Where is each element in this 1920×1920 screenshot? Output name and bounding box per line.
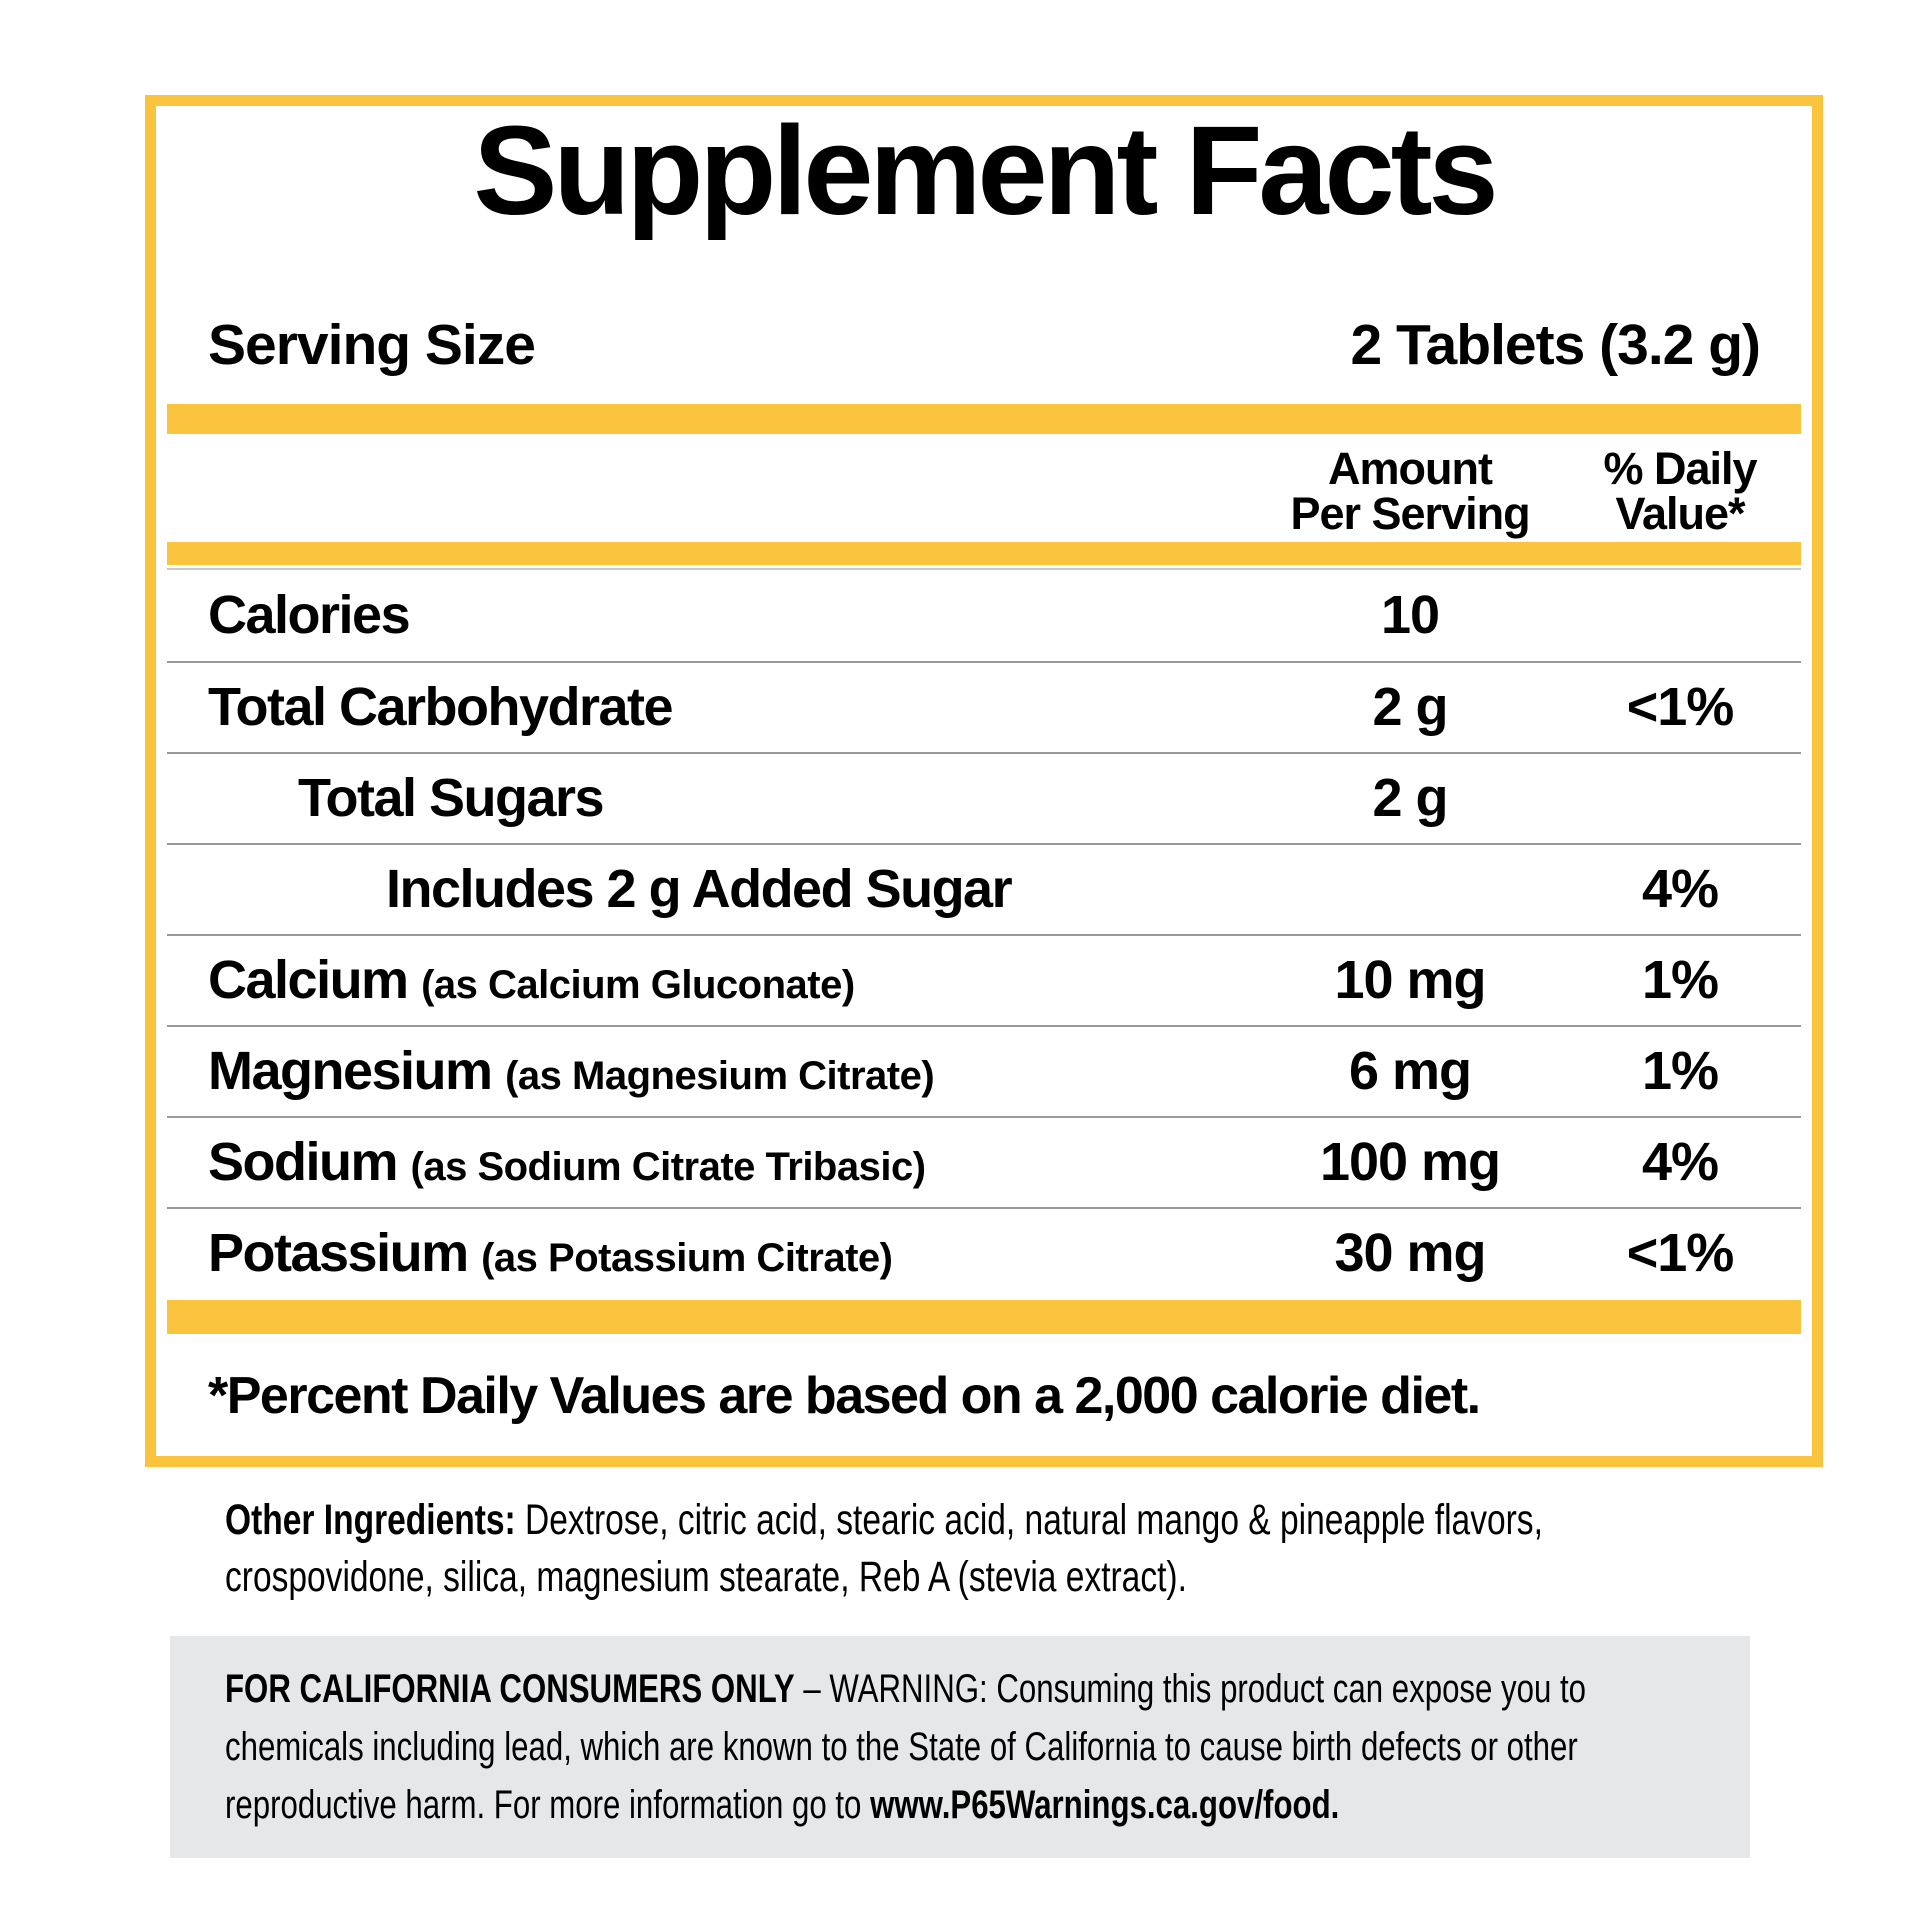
other-ingredients: Other Ingredients: Dextrose, citric acid…	[225, 1492, 1746, 1606]
nutrient-amount: 6 mg	[1348, 1041, 1472, 1102]
nutrient-name-main: Potassium	[208, 1223, 469, 1284]
other-ingredients-text: Dextrose, citric acid, stearic acid, nat…	[225, 1496, 1543, 1602]
nutrient-name: Total Sugars	[208, 767, 1220, 829]
nutrient-amount: 2 g	[1372, 768, 1448, 829]
daily-value-footnote: *Percent Daily Values are based on a 2,0…	[208, 1366, 1481, 1425]
nutrient-daily-value: 4%	[1641, 1132, 1719, 1193]
california-warning-url: www.P65Warnings.ca.gov/food.	[870, 1783, 1340, 1827]
nutrient-daily-value: 1%	[1641, 950, 1719, 1011]
nutrient-name: Magnesium (as Magnesium Citrate)	[208, 1040, 1220, 1102]
amount-header-line2: Per Serving	[1290, 487, 1530, 539]
other-ingredients-label: Other Ingredients:	[225, 1496, 516, 1544]
serving-size-row: Serving Size 2 Tablets (3.2 g)	[208, 312, 1761, 378]
nutrient-rows: Calories 10 Total Carbohydrate 2 g <1% T…	[167, 570, 1801, 1298]
nutrient-row-calories: Calories 10	[167, 570, 1801, 661]
divider-hairline	[167, 567, 1801, 570]
nutrient-name: Calories	[208, 584, 1220, 646]
nutrient-amount: 30 mg	[1334, 1223, 1486, 1284]
nutrient-name: Potassium (as Potassium Citrate)	[208, 1222, 1220, 1284]
dv-header-line2: Value*	[1615, 487, 1745, 539]
supplement-facts-panel: Supplement Facts Serving Size 2 Tablets …	[145, 95, 1823, 1467]
nutrient-amount: 2 g	[1372, 677, 1448, 738]
california-warning-heading: FOR CALIFORNIA CONSUMERS ONLY	[225, 1667, 795, 1711]
nutrient-name: Total Carbohydrate	[208, 676, 1220, 738]
column-header-row: Amount Per Serving % Daily Value*	[208, 446, 1760, 536]
nutrient-row-total-carbohydrate: Total Carbohydrate 2 g <1%	[167, 660, 1801, 752]
nutrient-daily-value: 4%	[1641, 859, 1719, 920]
column-header-spacer	[208, 446, 1220, 536]
divider-bar-top	[167, 403, 1801, 434]
nutrient-name-main: Includes 2 g Added Sugar	[386, 859, 1013, 920]
nutrient-name-detail: (as Calcium Gluconate)	[421, 963, 855, 1008]
nutrient-row-total-sugars: Total Sugars 2 g	[167, 751, 1801, 843]
percent-daily-value-header: % Daily Value*	[1600, 446, 1760, 536]
divider-bar-bottom	[167, 1299, 1801, 1334]
nutrient-row-calcium: Calcium (as Calcium Gluconate) 10 mg 1%	[167, 933, 1801, 1025]
nutrient-row-potassium: Potassium (as Potassium Citrate) 30 mg <…	[167, 1206, 1801, 1298]
nutrient-name-main: Calories	[208, 585, 411, 646]
nutrient-daily-value: <1%	[1626, 1223, 1735, 1284]
nutrient-row-magnesium: Magnesium (as Magnesium Citrate) 6 mg 1%	[167, 1024, 1801, 1116]
nutrient-daily-value: <1%	[1626, 677, 1735, 738]
nutrient-amount: 10	[1380, 585, 1440, 646]
california-warning-text: FOR CALIFORNIA CONSUMERS ONLY – WARNING:…	[225, 1660, 1695, 1834]
nutrient-name-main: Magnesium	[208, 1041, 493, 1102]
divider-bar-header	[167, 541, 1801, 565]
nutrient-name-detail: (as Magnesium Citrate)	[505, 1054, 935, 1099]
amount-header-line1: Amount	[1328, 442, 1493, 494]
nutrient-name-detail: (as Potassium Citrate)	[481, 1236, 893, 1281]
panel-title: Supplement Facts	[473, 100, 1498, 241]
california-warning-body: – WARNING: Consuming this product can ex…	[225, 1667, 1587, 1827]
california-warning-box: FOR CALIFORNIA CONSUMERS ONLY – WARNING:…	[170, 1636, 1750, 1858]
nutrient-daily-value: 1%	[1641, 1041, 1719, 1102]
nutrient-name-detail: (as Sodium Citrate Tribasic)	[410, 1145, 927, 1190]
nutrient-row-sodium: Sodium (as Sodium Citrate Tribasic) 100 …	[167, 1115, 1801, 1207]
nutrient-amount: 100 mg	[1319, 1132, 1501, 1193]
dv-header-line1: % Daily	[1603, 442, 1757, 494]
nutrient-name-main: Total Sugars	[298, 768, 605, 829]
nutrient-name-main: Calcium	[208, 950, 409, 1011]
nutrient-name-main: Sodium	[208, 1132, 399, 1193]
nutrient-name: Sodium (as Sodium Citrate Tribasic)	[208, 1131, 1220, 1193]
nutrient-name: Calcium (as Calcium Gluconate)	[208, 949, 1220, 1011]
amount-per-serving-header: Amount Per Serving	[1220, 446, 1600, 536]
nutrient-row-added-sugar: Includes 2 g Added Sugar 4%	[167, 842, 1801, 934]
serving-size-value: 2 Tablets (3.2 g)	[1350, 312, 1761, 377]
nutrient-name-main: Total Carbohydrate	[208, 677, 674, 738]
serving-size-label: Serving Size	[208, 312, 536, 377]
nutrient-name: Includes 2 g Added Sugar	[208, 858, 1220, 920]
nutrient-amount: 10 mg	[1334, 950, 1486, 1011]
